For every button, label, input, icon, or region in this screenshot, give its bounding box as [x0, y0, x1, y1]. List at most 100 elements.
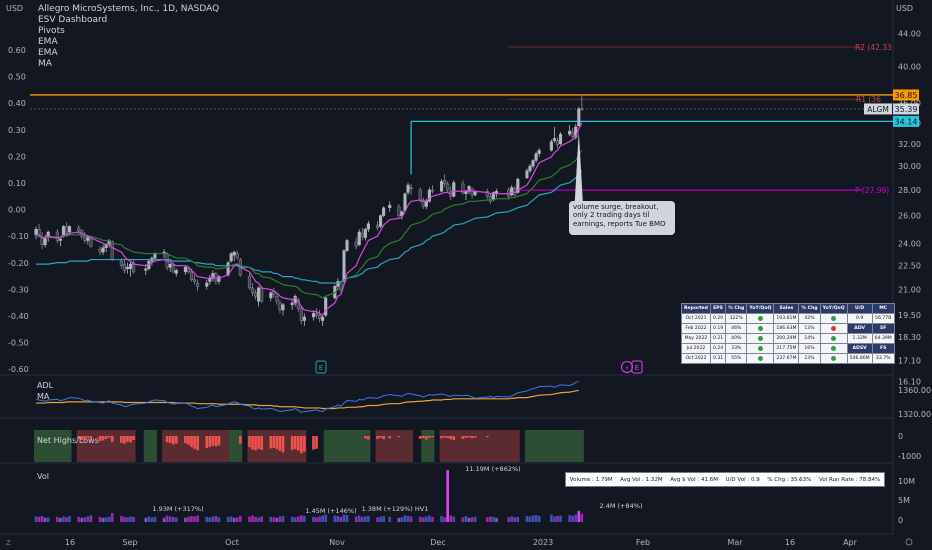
nhnl-bar [418, 436, 422, 439]
nhnl-bar [275, 436, 279, 450]
pivot-r2-label: R2 (42.33 [855, 43, 892, 52]
nhnl-bar [196, 436, 199, 451]
volume-bar [574, 514, 578, 522]
volume-bar [174, 517, 178, 522]
volume-bar [278, 516, 282, 522]
nhnl-bar [421, 436, 425, 438]
status-dot [757, 335, 763, 341]
grid-lines [0, 0, 894, 535]
candle-body [488, 195, 492, 202]
cell-eps: 0.21 [709, 333, 727, 344]
candle-body [247, 276, 252, 289]
candle-body [144, 268, 148, 271]
volume-bar [107, 516, 111, 522]
cell-sales-chg: 14% [798, 333, 821, 344]
volume-bar [168, 516, 172, 522]
nhnl-bar [315, 436, 318, 449]
indicator-pivots[interactable]: Pivots [38, 26, 65, 36]
candle-body [318, 314, 322, 320]
cell-sales: 237.67M [773, 353, 800, 364]
volume-bar [403, 515, 407, 522]
nhnl-bar [428, 436, 431, 438]
volume-bar [235, 517, 239, 522]
candle-body [531, 160, 535, 167]
volume-bar [452, 516, 456, 522]
nhnl-bar [104, 436, 108, 439]
candle-body [211, 273, 215, 279]
dividend-marker-icon [621, 361, 633, 373]
candle-body [205, 282, 209, 287]
volume-bar [196, 515, 199, 522]
horizontal-levels: R2 (42.33 R1 (36 P (27.99) [30, 43, 893, 195]
cell-ud: 546.86M [846, 353, 873, 364]
nhnl-bar [211, 436, 215, 446]
nhnl-bar [296, 436, 300, 451]
candle-body [235, 253, 239, 259]
volume-bar [187, 516, 190, 522]
nhnl-bar [388, 436, 392, 439]
annotation-callout[interactable]: volume surge, breakout, only 2 trading d… [569, 201, 675, 235]
volume-bar [421, 517, 425, 522]
left-tick-label: 0.30 [8, 126, 26, 135]
cell-sales: 186.63M [773, 323, 800, 334]
price-tick-label: 28.00 [898, 186, 921, 195]
vol-tick-label: 10M [898, 477, 915, 486]
nhnl-bar [120, 436, 123, 443]
adl-ma-label: MA [37, 392, 50, 401]
x-tick-label: Apr [843, 538, 858, 547]
candle-body [528, 165, 532, 172]
cell-eps-chg: 46% [725, 323, 748, 334]
indicator-ma[interactable]: MA [38, 59, 52, 69]
nhnl-bar [107, 436, 111, 438]
nhnl-regime-block [76, 430, 136, 462]
candle-body [314, 313, 319, 316]
volume-stats-box: Volume : 1.79M Avg Vol : 1.32M Avg $ Vol… [565, 472, 885, 487]
price-tick-label: 32.00 [898, 140, 921, 149]
nhnl-bar [132, 436, 135, 440]
candle-body [321, 316, 325, 321]
volume-bar [80, 517, 84, 522]
candle-body [229, 253, 233, 262]
candle-body [342, 250, 346, 282]
volume-bar [495, 517, 498, 522]
candle-body [388, 204, 392, 209]
candle-body [430, 189, 434, 192]
volume-bar [281, 515, 285, 522]
volume-bar [345, 515, 349, 522]
volume-bar [360, 516, 364, 522]
candle-body [110, 241, 114, 260]
stat-pct-chg: % Chg : 35.63% [767, 476, 812, 483]
volume-bar [431, 516, 434, 522]
price-tick-label: 22.50 [898, 262, 921, 271]
candle-body [254, 292, 258, 297]
candle-body [37, 228, 41, 236]
indicator-ema-2[interactable]: EMA [38, 48, 58, 58]
stat-vol-run-rate: Vol Run Rate : 78.84% [818, 476, 881, 483]
earnings-marker-upcoming: E [635, 364, 639, 372]
candle-body [77, 227, 81, 231]
left-tick-label: -0.30 [8, 285, 29, 294]
volume-bar [510, 516, 514, 522]
candle-body [275, 295, 279, 302]
candle-body [196, 282, 200, 287]
candle-body [58, 238, 62, 241]
cell-reported: Oct 2021 [681, 313, 711, 324]
volume-bar [275, 517, 279, 522]
indicator-ema-1[interactable]: EMA [38, 37, 58, 47]
nhnl-bar [98, 436, 102, 442]
candle-body [558, 133, 563, 145]
candle-body [324, 297, 328, 316]
indicator-esv-dashboard[interactable]: ESV Dashboard [38, 15, 108, 25]
candle-body [132, 262, 136, 273]
volume-bar [321, 515, 324, 522]
nhnl-bar [269, 436, 273, 449]
volume-bar [101, 517, 105, 522]
nhnl-bar [425, 436, 428, 440]
ema-fast-line [36, 122, 583, 317]
cell-mc: 33.7% [871, 353, 895, 364]
candle-body [571, 131, 575, 137]
x-tick-label: Sep [122, 538, 137, 547]
nhnl-bar [174, 436, 178, 444]
candle-body [418, 189, 422, 201]
